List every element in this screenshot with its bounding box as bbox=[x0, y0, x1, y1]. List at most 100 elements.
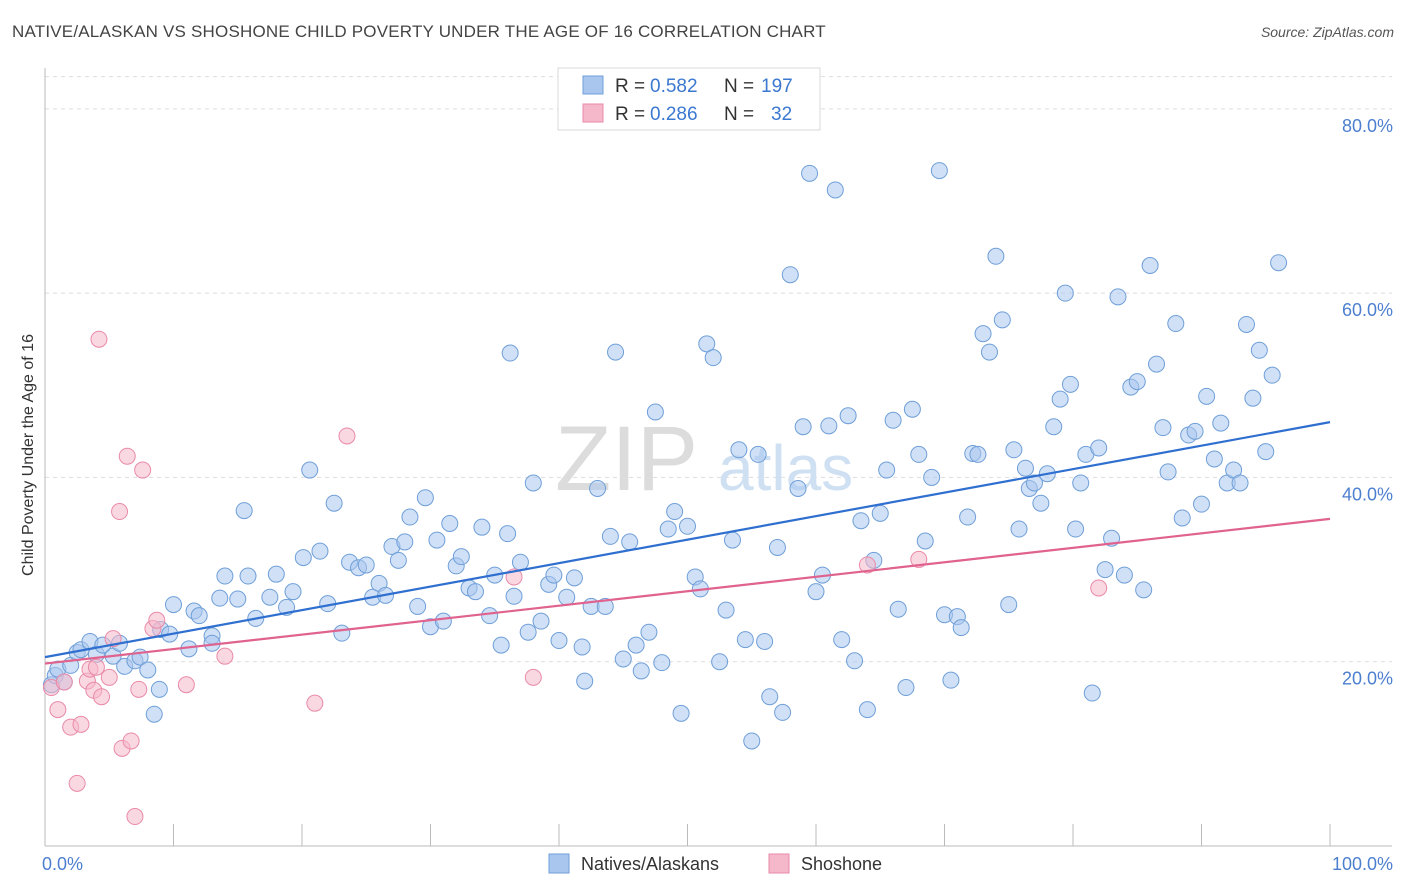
natives-point-175 bbox=[1186, 422, 1204, 440]
shoshone-point-2 bbox=[55, 673, 73, 691]
natives-point-137 bbox=[959, 508, 977, 526]
natives-point-160 bbox=[1090, 439, 1108, 457]
natives-point-115 bbox=[820, 417, 838, 435]
natives-point-104 bbox=[749, 445, 767, 463]
natives-point-126 bbox=[889, 600, 907, 618]
y-tick-label-3: 80.0% bbox=[1342, 116, 1393, 136]
natives-point-143 bbox=[993, 311, 1011, 329]
natives-point-15 bbox=[139, 661, 157, 679]
natives-point-91 bbox=[666, 503, 684, 521]
natives-point-43 bbox=[357, 556, 375, 574]
natives-point-183 bbox=[1237, 315, 1255, 333]
natives-point-69 bbox=[524, 474, 542, 492]
natives-point-109 bbox=[781, 266, 799, 284]
natives-point-67 bbox=[511, 553, 529, 571]
y-tick-label-2: 60.0% bbox=[1342, 300, 1393, 320]
natives-point-154 bbox=[1056, 284, 1074, 302]
natives-point-189 bbox=[501, 344, 519, 362]
natives-point-51 bbox=[409, 597, 427, 615]
natives-point-60 bbox=[466, 583, 484, 601]
natives-point-58 bbox=[452, 548, 470, 566]
natives-point-26 bbox=[216, 567, 234, 585]
shoshone-point-26 bbox=[338, 427, 356, 445]
natives-point-164 bbox=[1115, 566, 1133, 584]
stats-n-value-natives: 197 bbox=[761, 76, 793, 97]
natives-point-110 bbox=[789, 479, 807, 497]
natives-point-76 bbox=[573, 638, 591, 656]
natives-point-64 bbox=[492, 636, 510, 654]
natives-point-84 bbox=[621, 533, 639, 551]
shoshone-point-31 bbox=[1090, 579, 1108, 597]
natives-point-36 bbox=[301, 461, 319, 479]
stats-r-label-natives: R = bbox=[615, 76, 645, 97]
natives-point-140 bbox=[974, 325, 992, 343]
natives-point-79 bbox=[589, 479, 607, 497]
axes bbox=[44, 68, 1392, 847]
natives-point-74 bbox=[558, 588, 576, 606]
shoshone-point-10 bbox=[90, 330, 108, 348]
stats-n-value-shoshone: 32 bbox=[771, 104, 792, 125]
natives-point-186 bbox=[1257, 443, 1275, 461]
natives-point-134 bbox=[942, 671, 960, 689]
shoshone-point-16 bbox=[118, 447, 136, 465]
natives-point-123 bbox=[871, 504, 889, 522]
natives-point-28 bbox=[229, 590, 247, 608]
trend-lines bbox=[44, 421, 1331, 665]
natives-point-111 bbox=[794, 418, 812, 436]
natives-point-188 bbox=[1270, 254, 1288, 272]
watermark: ZIP atlas bbox=[555, 408, 853, 510]
stats-swatch-natives bbox=[582, 75, 604, 95]
natives-point-89 bbox=[653, 654, 671, 672]
natives-point-55 bbox=[434, 612, 452, 630]
natives-point-105 bbox=[756, 632, 774, 650]
natives-point-107 bbox=[768, 538, 786, 556]
natives-point-34 bbox=[284, 583, 302, 601]
natives-point-113 bbox=[807, 583, 825, 601]
natives-point-171 bbox=[1159, 463, 1177, 481]
natives-point-184 bbox=[1244, 389, 1262, 407]
natives-point-185 bbox=[1250, 341, 1268, 359]
natives-point-146 bbox=[1010, 520, 1028, 538]
natives-point-83 bbox=[614, 650, 632, 668]
natives-point-120 bbox=[852, 512, 870, 530]
natives-point-127 bbox=[897, 679, 915, 697]
natives-point-108 bbox=[774, 703, 792, 721]
y-tick-label-1: 40.0% bbox=[1342, 484, 1393, 504]
natives-point-136 bbox=[952, 619, 970, 637]
natives-point-150 bbox=[1032, 494, 1050, 512]
stats-legend: R = 0.582 N = 197 R = 0.286 N = 32 bbox=[557, 67, 821, 131]
natives-point-130 bbox=[916, 532, 934, 550]
natives-point-54 bbox=[428, 531, 446, 549]
chart-title: NATIVE/ALASKAN VS SHOSHONE CHILD POVERTY… bbox=[12, 22, 826, 41]
natives-point-156 bbox=[1067, 520, 1085, 538]
shoshone-point-23 bbox=[177, 676, 195, 694]
natives-point-178 bbox=[1205, 450, 1223, 468]
shoshone-point-25 bbox=[306, 694, 324, 712]
natives-point-16 bbox=[145, 705, 163, 723]
natives-point-121 bbox=[858, 701, 876, 719]
natives-point-81 bbox=[601, 527, 619, 545]
natives-point-37 bbox=[311, 542, 329, 560]
natives-point-88 bbox=[646, 403, 664, 421]
natives-point-96 bbox=[698, 335, 716, 353]
natives-point-173 bbox=[1173, 509, 1191, 527]
natives-point-182 bbox=[1231, 474, 1249, 492]
natives-point-50 bbox=[401, 508, 419, 526]
natives-point-68 bbox=[519, 623, 537, 641]
stats-r-value-shoshone: 0.286 bbox=[650, 104, 698, 125]
natives-point-100 bbox=[723, 531, 741, 549]
natives-point-149 bbox=[1025, 474, 1043, 492]
natives-point-170 bbox=[1154, 419, 1172, 437]
stats-n-label-natives: N = bbox=[724, 76, 754, 97]
natives-point-118 bbox=[839, 407, 857, 425]
natives-point-168 bbox=[1141, 257, 1159, 274]
shoshone-point-17 bbox=[122, 732, 140, 750]
natives-point-17 bbox=[150, 680, 168, 698]
series-legend: Natives/Alaskans Shoshone bbox=[548, 853, 882, 874]
shoshone-point-11 bbox=[93, 688, 111, 706]
x-tick-label-0: 0.0% bbox=[42, 854, 83, 874]
natives-trend-line bbox=[44, 421, 1331, 659]
natives-point-49 bbox=[396, 533, 414, 551]
natives-point-70 bbox=[532, 612, 550, 630]
